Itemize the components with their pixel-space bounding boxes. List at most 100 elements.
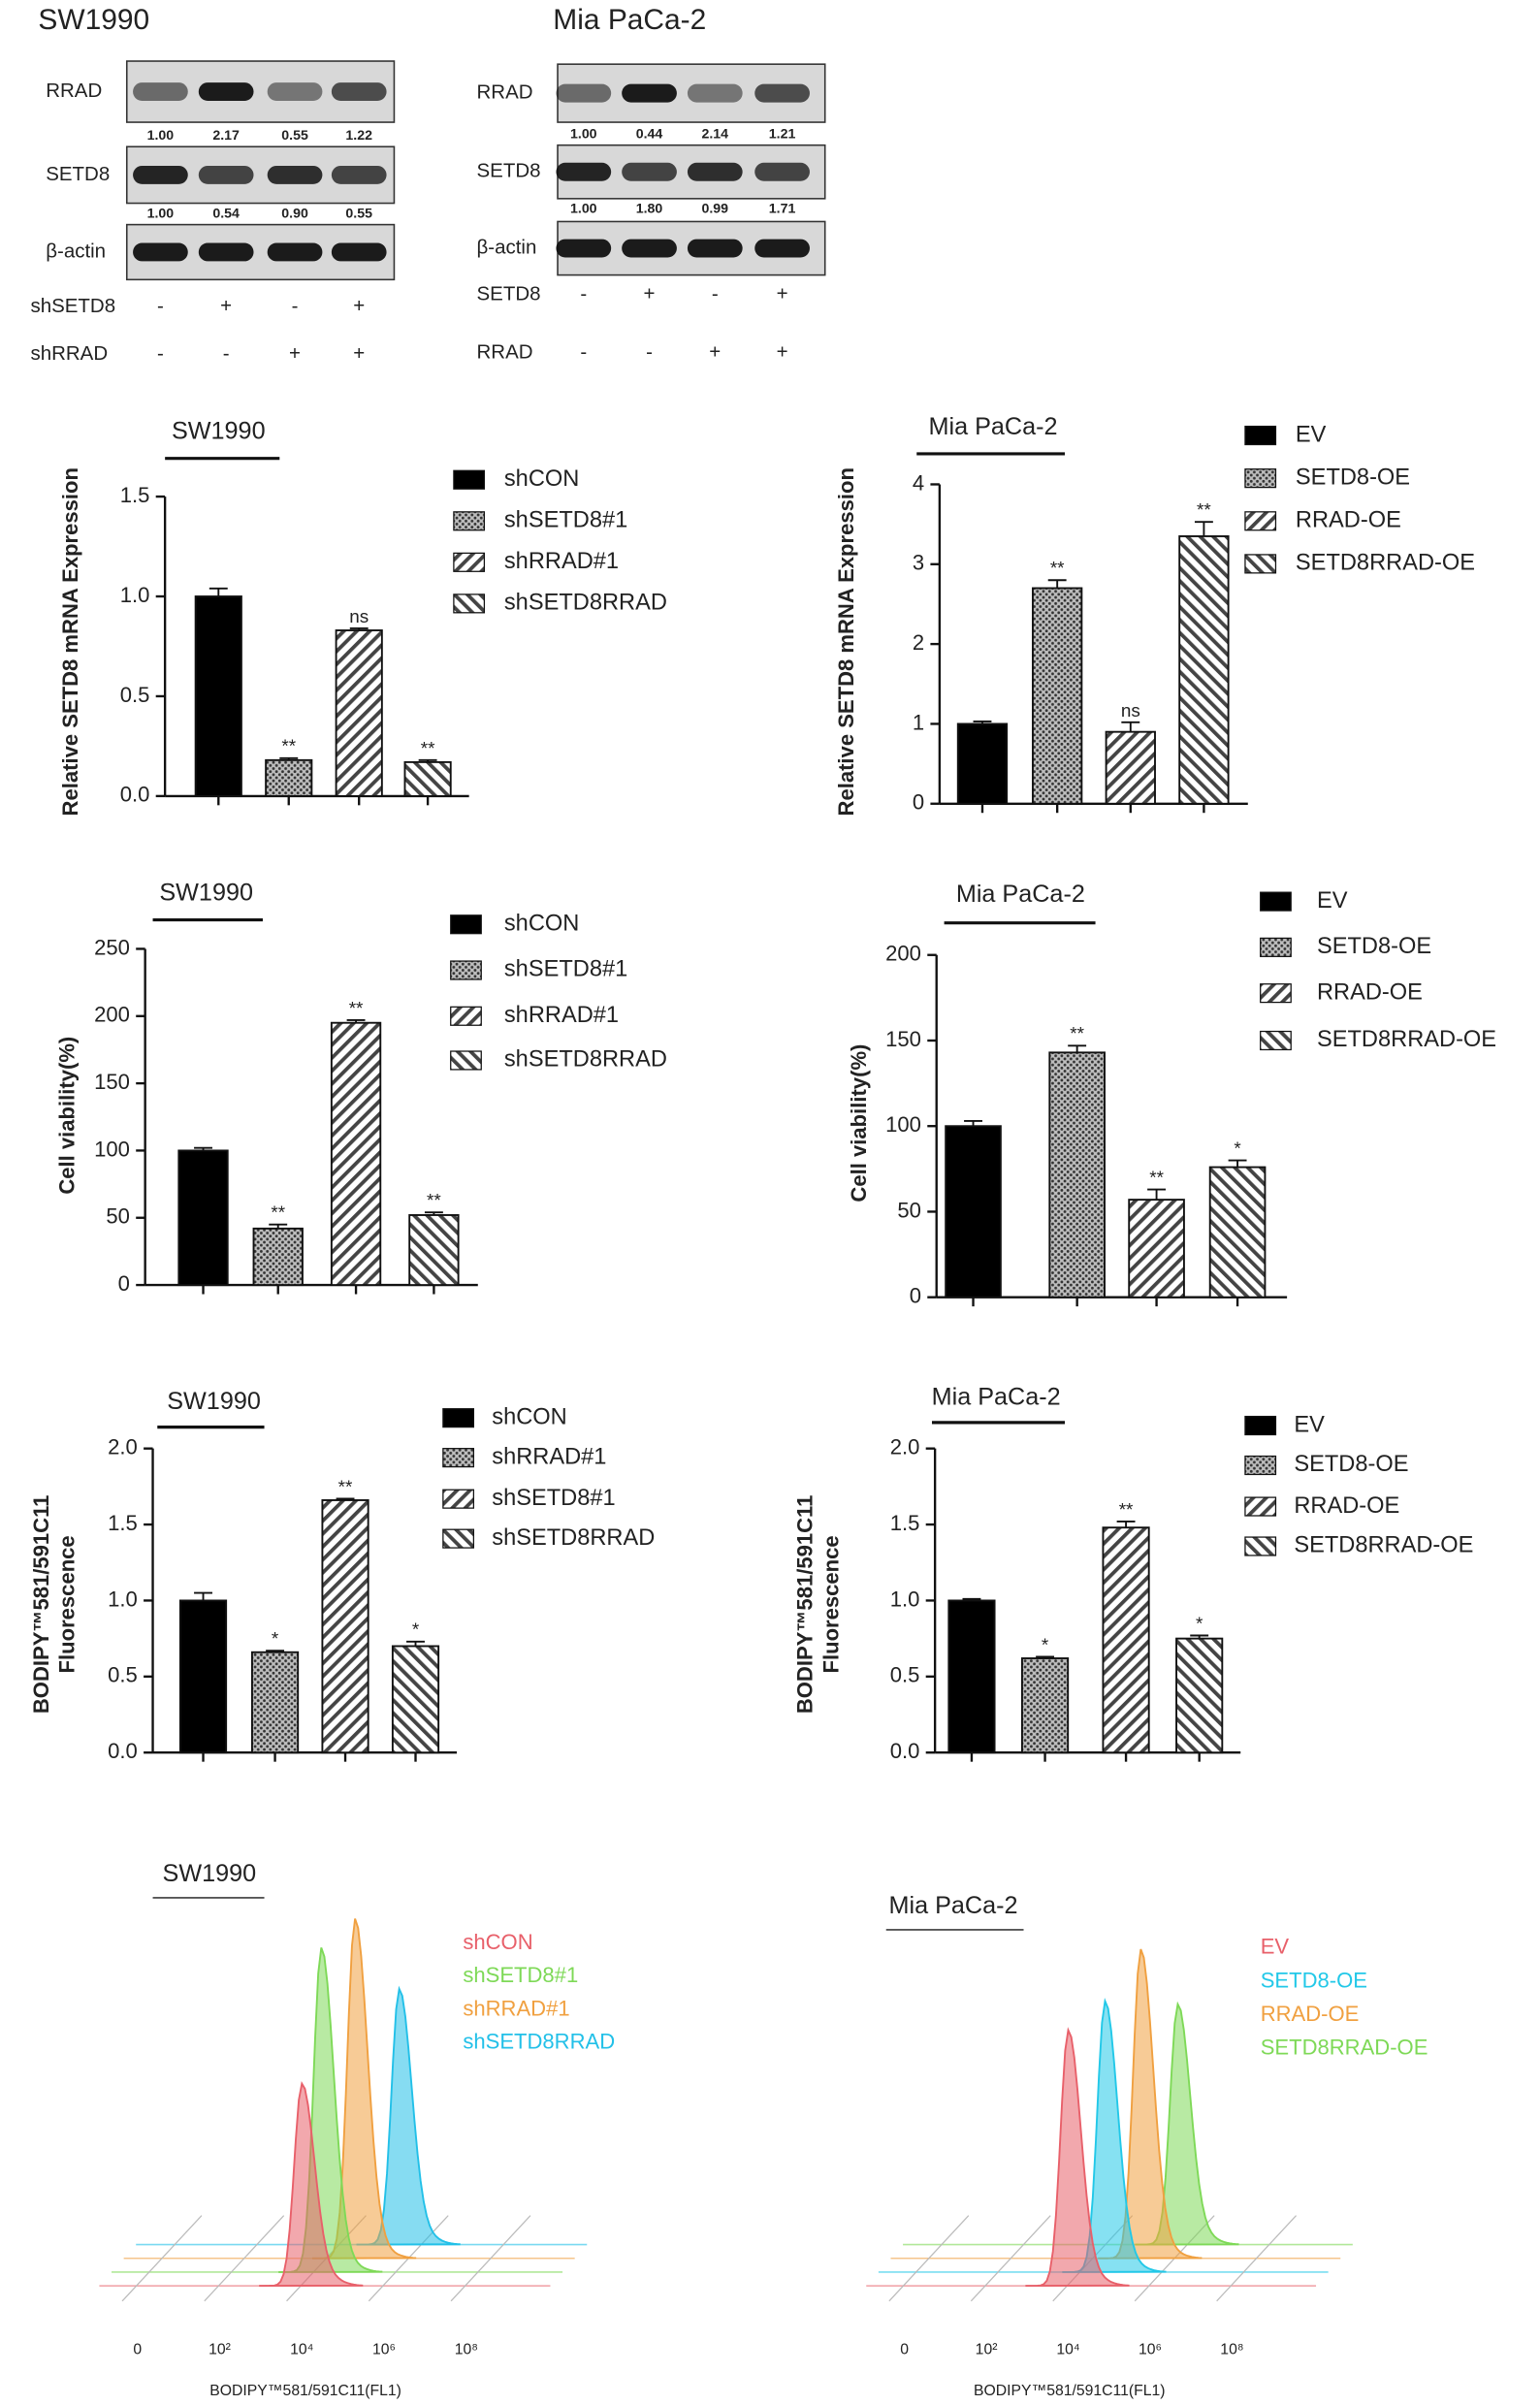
legend-swatch xyxy=(442,1489,475,1509)
significance: ** xyxy=(271,1203,285,1224)
y-axis-label: Fluorescence xyxy=(55,1535,80,1673)
significance: ** xyxy=(281,737,296,757)
bar xyxy=(330,1021,382,1287)
grid-line xyxy=(121,2215,203,2302)
x-tick-label: 10⁸ xyxy=(1220,2341,1243,2357)
y-axis-label: Cell viability(%) xyxy=(847,1044,871,1202)
bar xyxy=(947,1599,996,1754)
density-peak xyxy=(259,2081,364,2288)
significance: ** xyxy=(1050,559,1065,579)
bar xyxy=(178,1599,228,1754)
condition-label: shSETD8 xyxy=(31,295,116,317)
x-tick-label: 0 xyxy=(900,2341,909,2357)
blot-band xyxy=(556,83,612,103)
blot-band xyxy=(198,82,254,101)
y-tick-label: 50 xyxy=(897,1198,921,1222)
x-tick-label: 10⁶ xyxy=(1139,2341,1162,2357)
grid-line xyxy=(970,2215,1051,2302)
significance: ** xyxy=(1070,1024,1084,1044)
chart-title: SW1990 xyxy=(159,879,253,906)
blot-row-label: RRAD xyxy=(477,81,533,104)
legend-label: SETD8-OE xyxy=(1261,1968,1367,1992)
legend-label: shCON xyxy=(504,911,579,936)
y-tick-label: 1.0 xyxy=(108,1587,138,1611)
legend-swatch xyxy=(453,593,486,614)
chart-title: Mia PaCa-2 xyxy=(889,1892,1018,1919)
legend-label: SETD8-OE xyxy=(1296,465,1410,490)
y-tick-label: 2.0 xyxy=(108,1434,138,1459)
band-quant: 1.21 xyxy=(769,126,796,142)
chart-title: Mia PaCa-2 xyxy=(956,881,1085,908)
legend-label: shSETD8RRAD xyxy=(492,1525,655,1551)
legend-swatch xyxy=(442,1408,475,1428)
y-tick-label: 1.5 xyxy=(890,1511,920,1535)
band-quant: 0.54 xyxy=(212,206,240,221)
y-tick-label: 1.0 xyxy=(120,583,150,607)
legend-swatch xyxy=(1260,1030,1292,1051)
blot-row-label: β-actin xyxy=(46,240,106,262)
bar xyxy=(408,1214,460,1287)
blot-band xyxy=(267,82,323,101)
legend-label: RRAD-OE xyxy=(1261,2002,1360,2026)
legend-label: SETD8RRAD-OE xyxy=(1294,1533,1473,1558)
significance: ** xyxy=(427,1191,441,1211)
bar xyxy=(265,758,313,797)
band-quant: 0.90 xyxy=(281,206,308,221)
band-quant: 1.00 xyxy=(147,128,175,144)
grid-line xyxy=(888,2215,970,2302)
significance: ns xyxy=(349,607,369,627)
blot-band xyxy=(622,239,677,258)
blot-band xyxy=(622,162,677,181)
chart-title: SW1990 xyxy=(172,418,266,445)
bar xyxy=(1105,730,1156,805)
condition-sign: + xyxy=(289,342,301,365)
band-quant: 0.55 xyxy=(281,128,308,144)
bar xyxy=(1102,1526,1150,1754)
significance: ** xyxy=(349,999,364,1019)
legend-label: shRRAD#1 xyxy=(504,549,619,574)
condition-sign: + xyxy=(709,340,721,363)
bar xyxy=(1048,1051,1106,1299)
bar xyxy=(956,722,1009,805)
x-tick-label: 10² xyxy=(209,2341,231,2357)
legend-swatch xyxy=(1244,1415,1277,1436)
grid-line xyxy=(204,2215,285,2302)
bar xyxy=(250,1651,300,1754)
blot-band xyxy=(754,83,810,103)
legend-label: SETD8RRAD-OE xyxy=(1261,2036,1428,2060)
legend-label: shCON xyxy=(504,466,579,492)
condition-sign: - xyxy=(646,340,653,363)
x-tick-label: 0 xyxy=(133,2341,142,2357)
bar xyxy=(177,1149,229,1287)
y-tick-label: 1 xyxy=(913,710,924,734)
x-tick-label: 10² xyxy=(976,2341,998,2357)
legend-label: shSETD8#1 xyxy=(504,508,627,533)
band-quant: 0.55 xyxy=(345,206,372,221)
legend-swatch xyxy=(1244,1496,1277,1517)
legend-swatch xyxy=(1244,468,1277,489)
y-axis-label: Cell viability(%) xyxy=(55,1037,80,1195)
legend-label: shSETD8RRAD xyxy=(504,591,667,616)
legend-label: shRRAD#1 xyxy=(492,1444,606,1469)
y-tick-label: 150 xyxy=(885,1027,921,1051)
blot-band xyxy=(687,239,743,258)
bar xyxy=(391,1645,440,1754)
legend-label: EV xyxy=(1296,422,1327,447)
legend-swatch xyxy=(1260,891,1292,912)
y-tick-label: 0.5 xyxy=(108,1663,138,1687)
bar xyxy=(252,1227,304,1287)
band-quant: 1.22 xyxy=(345,128,372,144)
y-tick-label: 2 xyxy=(913,630,924,655)
bar xyxy=(945,1125,1002,1299)
bar xyxy=(321,1499,369,1754)
legend-swatch xyxy=(1244,1455,1277,1476)
grid-line xyxy=(1216,2215,1298,2302)
x-axis-label: BODIPY™581/591C11(FL1) xyxy=(209,2383,401,2399)
y-axis-label: BODIPY™581/591C11 xyxy=(793,1495,818,1715)
condition-sign: - xyxy=(157,342,164,365)
chart-title: SW1990 xyxy=(167,1388,261,1415)
condition-label: shRRAD xyxy=(31,342,109,365)
blot-title: Mia PaCa-2 xyxy=(553,4,706,36)
y-tick-label: 0.0 xyxy=(890,1739,920,1763)
significance: ** xyxy=(338,1477,353,1497)
